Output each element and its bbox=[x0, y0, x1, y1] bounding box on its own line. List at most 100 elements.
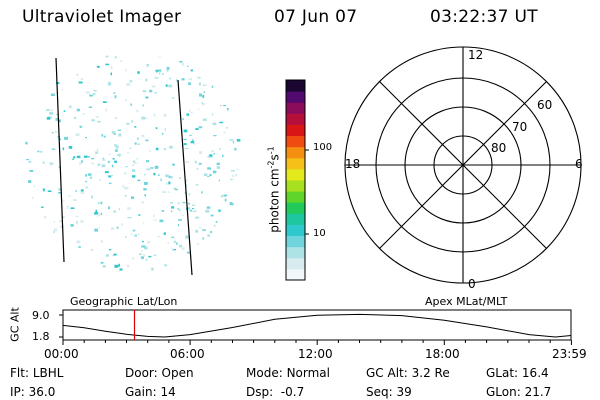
uv-pixel bbox=[190, 69, 193, 72]
uv-pixel bbox=[82, 113, 85, 115]
uv-pixel bbox=[182, 202, 186, 204]
uv-pixel bbox=[202, 97, 204, 99]
uv-pixel bbox=[191, 208, 195, 210]
uv-pixel bbox=[134, 126, 137, 128]
uv-pixel bbox=[165, 174, 169, 178]
uv-pixel bbox=[89, 176, 93, 179]
uv-pixel bbox=[110, 227, 115, 230]
uv-pixel bbox=[183, 138, 187, 140]
colorbar-segment bbox=[286, 246, 305, 259]
uv-pixel bbox=[70, 207, 75, 209]
uv-pixel bbox=[49, 162, 54, 165]
uv-pixel bbox=[168, 181, 171, 185]
uv-pixel bbox=[127, 207, 131, 210]
uv-pixel bbox=[141, 249, 143, 252]
uv-pixel bbox=[114, 264, 119, 268]
uv-pixel bbox=[164, 264, 168, 267]
uv-pixel bbox=[62, 147, 65, 151]
uv-pixel bbox=[107, 82, 112, 86]
uv-pixel bbox=[137, 143, 140, 145]
uv-pixel bbox=[81, 160, 83, 163]
uv-pixel bbox=[194, 160, 197, 164]
uv-pixel bbox=[55, 118, 58, 121]
uv-pixel bbox=[118, 153, 121, 157]
uv-pixel bbox=[130, 233, 133, 236]
uv-pixel bbox=[121, 223, 123, 226]
uv-pixel bbox=[96, 148, 99, 152]
uv-pixel bbox=[76, 108, 80, 112]
xtick-label-2359: 23:59 bbox=[552, 347, 587, 361]
uv-pixel bbox=[172, 249, 174, 252]
uv-pixel bbox=[80, 192, 85, 194]
uv-pixel bbox=[188, 193, 191, 196]
uv-pixel bbox=[108, 206, 110, 210]
uv-pixel bbox=[132, 164, 134, 166]
uv-pixel bbox=[125, 236, 127, 238]
uv-pixel bbox=[145, 78, 148, 82]
uv-pixel bbox=[91, 119, 95, 122]
uv-pixel bbox=[151, 267, 154, 271]
uv-pixel bbox=[95, 209, 97, 213]
uv-pixel bbox=[231, 170, 235, 172]
uv-pixel bbox=[198, 227, 202, 229]
uv-pixel bbox=[145, 259, 148, 261]
colorbar-segment bbox=[286, 268, 305, 281]
uv-pixel bbox=[176, 78, 178, 82]
uv-pixel bbox=[162, 73, 164, 75]
uv-pixel bbox=[186, 113, 189, 116]
uv-pixel bbox=[96, 116, 99, 118]
polar-label-18: 18 bbox=[345, 157, 361, 171]
uv-pixel bbox=[58, 119, 61, 123]
uv-pixel bbox=[113, 92, 116, 94]
uv-pixel bbox=[177, 208, 180, 210]
uv-pixel bbox=[209, 174, 212, 177]
uv-pixel bbox=[158, 69, 162, 72]
info-glat: GLat: 16.4 bbox=[486, 366, 549, 380]
uv-pixel bbox=[163, 148, 166, 150]
uv-pixel bbox=[75, 133, 80, 137]
uv-pixel bbox=[66, 205, 69, 209]
uv-pixel bbox=[159, 72, 161, 75]
uv-pixel bbox=[202, 95, 205, 98]
uv-pixel bbox=[195, 216, 200, 219]
uv-pixel bbox=[164, 128, 166, 131]
colorbar-segment bbox=[286, 135, 305, 148]
uv-pixel bbox=[227, 107, 229, 111]
uv-pixel bbox=[154, 92, 157, 94]
uv-pixel bbox=[59, 138, 61, 140]
uv-pixel bbox=[186, 251, 191, 254]
uv-pixel bbox=[85, 136, 87, 139]
uv-pixel bbox=[122, 184, 125, 188]
uv-pixel bbox=[179, 60, 183, 63]
colorbar-segment bbox=[286, 113, 305, 125]
uv-pixel bbox=[167, 191, 170, 193]
uv-pixel bbox=[104, 171, 109, 174]
uv-pixel bbox=[102, 101, 107, 103]
uv-pixel bbox=[176, 242, 178, 245]
uv-pixel bbox=[213, 153, 215, 155]
uv-pixel bbox=[99, 179, 102, 182]
uv-pixel bbox=[100, 212, 103, 216]
uv-pixel bbox=[154, 77, 159, 79]
uv-pixel bbox=[58, 188, 62, 191]
uv-pixel bbox=[79, 162, 82, 165]
uv-pixel bbox=[137, 137, 139, 140]
polar-grid bbox=[344, 46, 582, 284]
uv-pixel bbox=[188, 202, 190, 205]
uv-pixel bbox=[51, 132, 54, 134]
uv-pixel bbox=[71, 158, 75, 160]
uv-pixel bbox=[61, 216, 65, 218]
uv-pixel bbox=[162, 133, 164, 135]
uv-pixel bbox=[187, 208, 191, 211]
uv-pixel bbox=[211, 85, 214, 88]
uv-pixel bbox=[25, 141, 28, 145]
uv-pixel bbox=[94, 228, 98, 232]
uv-pixel bbox=[105, 63, 110, 66]
uv-pixel bbox=[42, 188, 45, 192]
uv-pixel bbox=[195, 128, 199, 130]
uv-pixel bbox=[85, 180, 87, 183]
uv-pixel bbox=[114, 56, 117, 59]
uv-pixel bbox=[101, 240, 103, 243]
polar-lat-60: 60 bbox=[537, 98, 553, 112]
